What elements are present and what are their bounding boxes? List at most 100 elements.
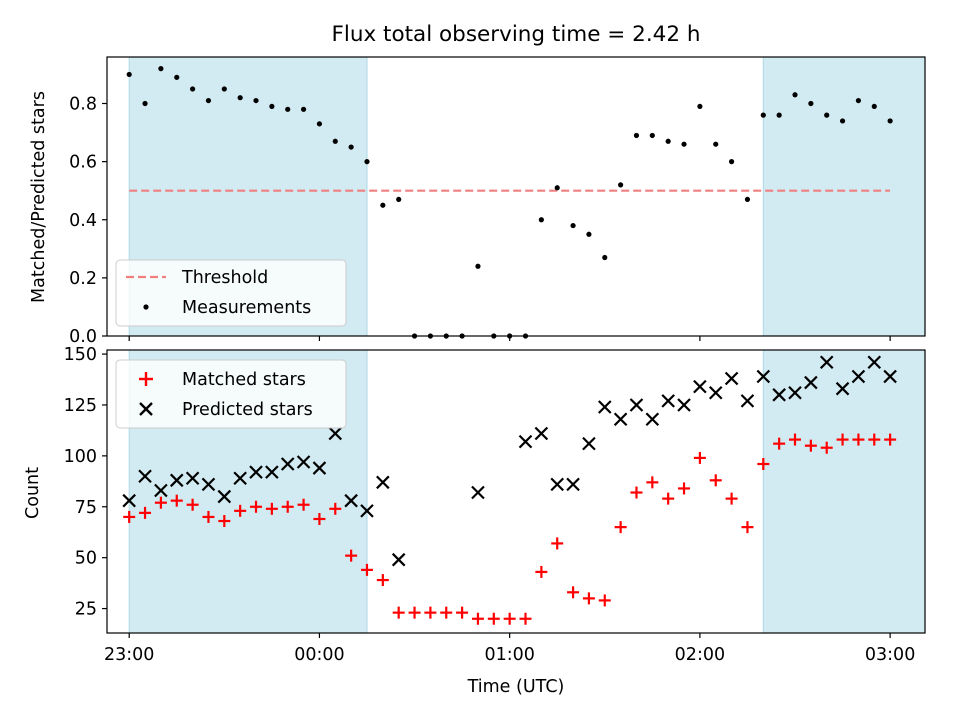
predicted-star-point <box>645 412 660 427</box>
predicted-star-point <box>518 434 533 449</box>
measurement-point <box>871 103 877 110</box>
measurement-point <box>618 182 624 188</box>
matched-star-point <box>440 606 453 619</box>
measurement-point <box>332 138 338 144</box>
measurement-point <box>205 97 212 104</box>
predicted-marker-b <box>201 477 216 492</box>
matched-star-point <box>646 476 659 489</box>
predicted-marker-b <box>518 434 533 449</box>
matched-star-point <box>884 433 897 446</box>
predicted-star-point <box>249 465 263 479</box>
predicted-star-point <box>328 426 343 441</box>
measurement-point <box>380 202 386 208</box>
predicted-star-point <box>788 385 802 400</box>
matched-star-point <box>281 500 294 513</box>
measurement-point <box>855 97 862 104</box>
matched-star-point <box>392 606 405 619</box>
predicted-marker-b <box>597 400 612 414</box>
matched-star-point <box>662 492 675 505</box>
bottom-plot-area <box>122 355 897 625</box>
predicted-marker-b <box>265 465 279 479</box>
predicted-star-point <box>185 471 200 486</box>
predicted-star-point <box>265 465 279 479</box>
matched-star-point <box>614 521 627 534</box>
predicted-star-point <box>883 369 897 384</box>
predicted-star-point <box>138 469 152 484</box>
predicted-marker-b <box>471 485 485 500</box>
legend-matched-swatch <box>139 372 153 386</box>
predicted-star-point <box>835 381 850 396</box>
matched-star-point <box>186 498 199 511</box>
top-y-axis-label: Matched/Predicted stars <box>29 91 49 303</box>
bottom-y-axis-label: Count <box>23 467 43 519</box>
matched-star-point <box>408 606 421 619</box>
predicted-marker-b <box>534 426 549 441</box>
measurement-point <box>649 132 655 139</box>
x-tick-label: 02:00 <box>675 645 725 665</box>
measurement-point <box>300 106 307 112</box>
predicted-star-point <box>550 477 564 492</box>
predicted-marker-b <box>867 355 882 369</box>
predicted-star-point <box>613 412 628 427</box>
predicted-marker-b <box>677 398 691 412</box>
predicted-marker-b <box>360 504 374 518</box>
predicted-star-point <box>471 485 485 500</box>
predicted-star-point <box>360 504 374 518</box>
predicted-marker-b <box>835 381 850 396</box>
matched-star-point <box>598 594 611 607</box>
matched-star-point <box>551 537 564 550</box>
y-tick-label: 100 <box>64 447 97 467</box>
measurement-point <box>269 103 275 110</box>
measurement-point <box>190 86 196 92</box>
matched-star-point <box>820 441 833 454</box>
matched-star-point <box>757 458 770 471</box>
x-axis-label: Time (UTC) <box>467 677 565 697</box>
matched-star-point <box>852 433 865 446</box>
matched-star-point <box>725 492 738 505</box>
matched-star-point <box>868 433 881 446</box>
measurement-point <box>570 222 576 229</box>
bottom-x-ticks: 23:00 00:00 01:00 02:00 03:00 <box>104 633 915 665</box>
predicted-marker-b <box>582 436 596 451</box>
y-tick-label: 125 <box>64 396 97 416</box>
predicted-marker-b <box>249 465 263 479</box>
matched-star-point <box>265 502 278 515</box>
measurement-point <box>158 66 164 72</box>
measurement-point <box>174 74 180 80</box>
measurement-point <box>396 196 402 203</box>
predicted-marker-b <box>185 471 200 486</box>
matched-star-point <box>170 494 183 507</box>
predicted-marker-b <box>344 493 358 508</box>
x-tick-label: 03:00 <box>865 645 915 665</box>
legend-predicted-label: Predicted stars <box>182 400 313 420</box>
measurement-point <box>839 118 846 124</box>
predicted-star-point <box>566 477 580 492</box>
matched-star-point <box>773 437 786 450</box>
matched-star-point <box>313 512 326 525</box>
legend-matched-label: Matched stars <box>182 370 306 390</box>
matched-star-point <box>804 439 817 452</box>
y-tick-label: 0.8 <box>69 95 97 115</box>
matched-star-point <box>345 549 358 562</box>
matched-star-point <box>123 510 136 523</box>
predicted-star-point <box>819 355 834 369</box>
legend-measurements-label: Measurements <box>182 298 311 318</box>
predicted-marker-b <box>851 369 866 384</box>
top-legend-box <box>115 259 347 327</box>
predicted-star-point <box>772 388 786 402</box>
chart-title: Flux total observing time = 2.42 h <box>332 22 701 47</box>
predicted-star-point <box>756 369 771 384</box>
measurement-point <box>237 95 243 101</box>
matched-star-point <box>329 502 342 515</box>
x-tick-label: 01:00 <box>484 645 534 665</box>
matched-star-point <box>709 474 722 487</box>
matched-star-point <box>360 563 373 576</box>
matched-star-point <box>741 521 754 534</box>
predicted-marker-b <box>169 473 184 488</box>
predicted-star-point <box>154 483 168 498</box>
measurement-point <box>760 112 766 118</box>
predicted-marker-b <box>217 489 232 504</box>
matched-star-point <box>202 510 215 523</box>
predicted-marker-b <box>233 471 247 486</box>
predicted-marker-b <box>756 369 771 384</box>
